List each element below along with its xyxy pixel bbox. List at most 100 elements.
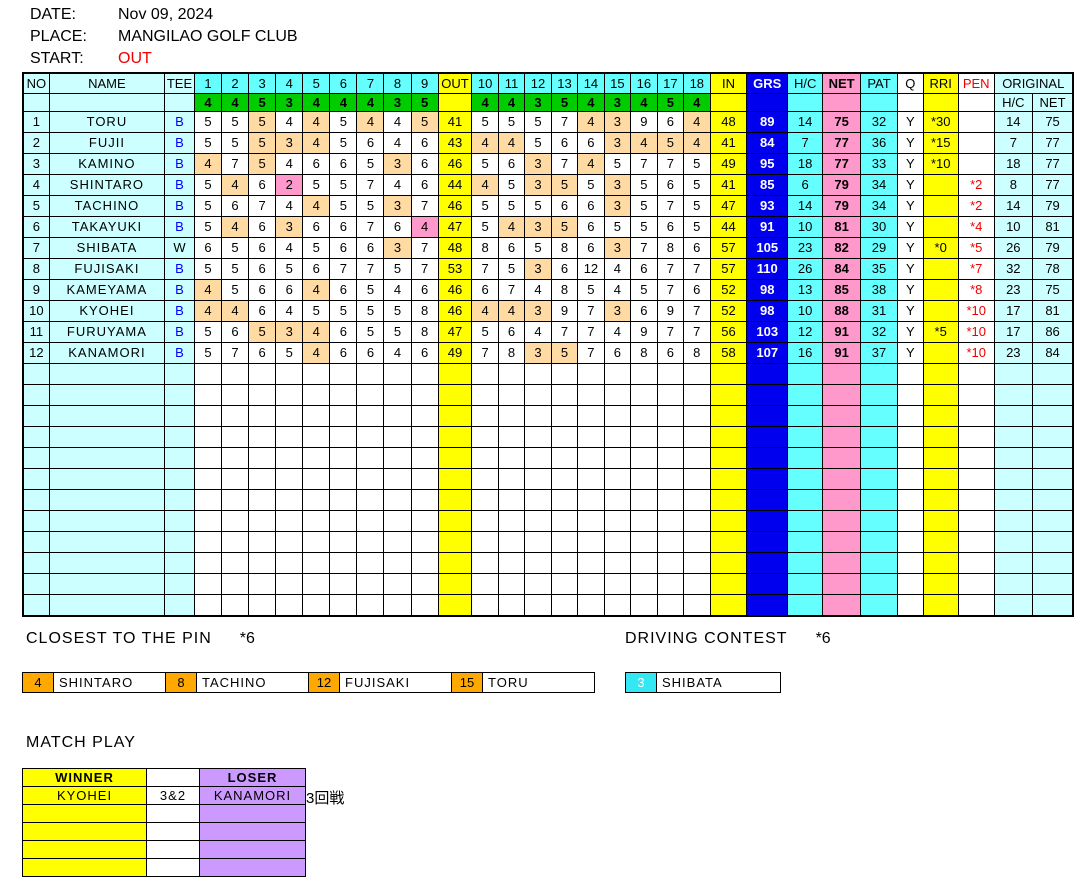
empty-score-cell	[630, 363, 658, 385]
empty-score-cell	[497, 573, 526, 595]
empty-score-cell	[275, 531, 304, 553]
start-value: OUT	[118, 50, 152, 67]
empty-score-cell	[603, 426, 632, 448]
score-cell-hole-3: 6	[248, 279, 277, 301]
empty-score-cell	[248, 426, 277, 448]
empty-row	[22, 594, 1074, 617]
player-row-takayuki: 6 TAKAYUKI B 5 4 6 3 6 6 7 6 4 47 5 4 3 5 6 5 5 6 5 44 91 10 81 30…	[22, 216, 1074, 238]
mp-loser-name: KANAMORI	[199, 786, 306, 805]
player-no: 2	[22, 132, 50, 154]
empty-score-cell	[524, 552, 552, 574]
handicap-cell: 14	[786, 111, 824, 133]
empty-original-net-cell	[1032, 426, 1074, 448]
score-cell-hole-14: 7	[577, 321, 605, 343]
empty-tee-cell	[164, 552, 195, 574]
score-cell-hole-18: 4	[683, 111, 711, 133]
col-header-pat: PAT	[859, 72, 899, 94]
empty-score-cell	[220, 489, 250, 511]
par-row-rri-cell	[922, 93, 959, 112]
empty-grs-cell	[746, 363, 788, 385]
player-tee: B	[164, 300, 195, 322]
par-row-grs-cell	[746, 93, 788, 112]
empty-score-cell	[683, 447, 711, 469]
empty-in-cell	[709, 573, 748, 595]
col-header-hole-8: 8	[383, 72, 412, 94]
empty-name-cell	[48, 531, 166, 553]
in-total-cell: 47	[709, 195, 748, 217]
empty-score-cell	[630, 510, 658, 532]
empty-name-cell	[48, 510, 166, 532]
score-cell-hole-10: 7	[471, 342, 499, 364]
empty-score-cell	[383, 447, 412, 469]
col-subheader-original-hc: H/C	[993, 93, 1034, 112]
empty-score-cell	[356, 363, 385, 385]
score-cell-hole-15: 3	[603, 132, 632, 154]
empty-score-cell	[220, 405, 250, 427]
net-cell: 77	[822, 132, 861, 154]
empty-score-cell	[302, 405, 331, 427]
col-header-hole-2: 2	[220, 72, 250, 94]
empty-score-cell	[329, 489, 358, 511]
player-name: TACHINO	[48, 195, 166, 217]
pen-cell	[957, 111, 995, 133]
empty-score-cell	[683, 531, 711, 553]
empty-rri-cell	[922, 489, 959, 511]
empty-score-cell	[383, 510, 412, 532]
empty-score-cell	[630, 405, 658, 427]
empty-original-net-cell	[1032, 405, 1074, 427]
score-cell-hole-1: 4	[193, 300, 223, 322]
empty-pen-cell	[957, 573, 995, 595]
score-cell-hole-6: 7	[329, 258, 358, 280]
score-cell-hole-15: 4	[603, 321, 632, 343]
mp-match-row: KYOHEI 3&2 KANAMORI	[22, 786, 306, 805]
empty-pen-cell	[957, 510, 995, 532]
empty-net-cell	[822, 468, 861, 490]
score-cell-hole-13: 5	[550, 174, 579, 196]
score-cell-hole-2: 7	[220, 153, 250, 175]
empty-score-cell	[656, 363, 685, 385]
score-cell-hole-18: 7	[683, 258, 711, 280]
out-total-cell: 46	[437, 195, 473, 217]
q-cell: Y	[897, 300, 924, 322]
empty-score-cell	[524, 594, 552, 617]
par-cell-hole-17: 5	[656, 93, 685, 112]
empty-score-cell	[329, 573, 358, 595]
score-cell-hole-13: 5	[550, 216, 579, 238]
score-cell-hole-2: 5	[220, 258, 250, 280]
q-cell: Y	[897, 132, 924, 154]
score-cell-hole-8: 6	[383, 216, 412, 238]
empty-score-cell	[383, 594, 412, 617]
score-cell-hole-16: 9	[630, 111, 658, 133]
empty-score-cell	[471, 447, 499, 469]
score-cell-hole-9: 6	[410, 174, 439, 196]
empty-q-cell	[897, 510, 924, 532]
score-cell-hole-6: 6	[329, 153, 358, 175]
empty-net-cell	[822, 384, 861, 406]
score-cell-hole-18: 4	[683, 132, 711, 154]
q-cell: Y	[897, 195, 924, 217]
player-row-kyohei: 10 KYOHEI B 4 4 6 4 5 5 5 5 8 46 4 4 3 9 7 3 6 9 7 52 98 10 88 31 Y…	[22, 300, 1074, 322]
empty-in-cell	[709, 426, 748, 448]
ctp-winner-name: FUJISAKI	[339, 672, 452, 693]
q-cell: Y	[897, 174, 924, 196]
pen-cell: *5	[957, 237, 995, 259]
original-net-cell: 75	[1032, 279, 1074, 301]
empty-row	[22, 363, 1074, 385]
score-cell-hole-13: 6	[550, 258, 579, 280]
empty-score-cell	[302, 468, 331, 490]
empty-score-cell	[220, 594, 250, 617]
player-tee: B	[164, 132, 195, 154]
empty-score-cell	[471, 468, 499, 490]
empty-score-cell	[471, 552, 499, 574]
empty-no-cell	[22, 426, 50, 448]
empty-rri-cell	[922, 573, 959, 595]
empty-row	[22, 489, 1074, 511]
score-cell-hole-5: 6	[302, 153, 331, 175]
empty-score-cell	[656, 573, 685, 595]
empty-original-hc-cell	[993, 363, 1034, 385]
empty-no-cell	[22, 573, 50, 595]
score-cell-hole-14: 6	[577, 216, 605, 238]
empty-row	[22, 426, 1074, 448]
empty-score-cell	[356, 468, 385, 490]
place-label: PLACE:	[30, 28, 87, 45]
